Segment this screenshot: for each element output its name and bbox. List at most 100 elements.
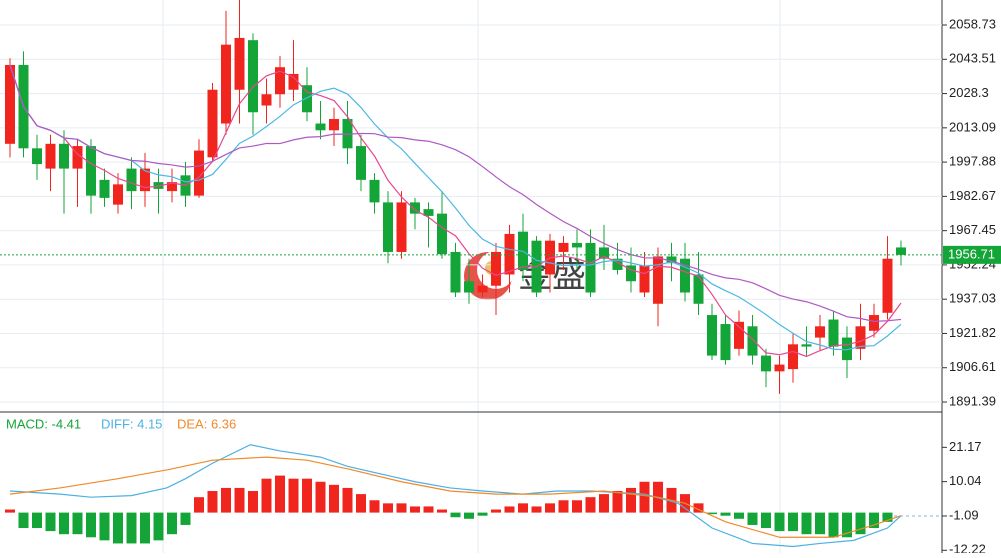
candle-body xyxy=(32,148,42,165)
y-tick-label: 2013.09 xyxy=(949,119,996,134)
candle-body xyxy=(383,202,393,252)
candle-body xyxy=(288,73,299,90)
y-tick-label: 1906.61 xyxy=(949,359,996,374)
macd-bar xyxy=(531,506,542,513)
candle-body xyxy=(504,233,515,275)
candle-body xyxy=(450,251,461,293)
macd-bar xyxy=(59,512,69,535)
macd-bar xyxy=(221,487,231,513)
y-tick-label: 2058.73 xyxy=(949,16,996,31)
macd-bar xyxy=(45,512,56,532)
candle-body xyxy=(801,344,812,347)
candle-body xyxy=(815,326,825,338)
candle-body xyxy=(882,258,893,313)
candle-body xyxy=(234,37,245,90)
candle-body xyxy=(612,258,623,270)
macd-bar xyxy=(599,494,609,513)
macd-bar xyxy=(207,491,218,513)
macd-bar xyxy=(32,512,42,529)
candle-body xyxy=(653,256,663,304)
candle-body xyxy=(572,242,582,248)
candle-body xyxy=(437,213,447,255)
macd-bar xyxy=(288,478,299,513)
ma-line xyxy=(9,64,902,322)
macd-bar xyxy=(72,512,83,535)
candle-body xyxy=(302,85,312,113)
candle-body xyxy=(896,247,906,255)
candle-body xyxy=(369,179,380,203)
macd-bar xyxy=(302,478,312,513)
last-price-label: 1956.71 xyxy=(948,246,995,261)
candle-body xyxy=(261,94,272,106)
macd-bar xyxy=(801,512,812,535)
macd-bar xyxy=(153,512,164,541)
macd-bar xyxy=(504,506,515,513)
macd-bar xyxy=(369,500,380,513)
macd-bar xyxy=(5,509,15,513)
macd-bar xyxy=(342,487,353,513)
legend-diff: DIFF: 4.15 xyxy=(101,416,162,431)
candle-body xyxy=(626,265,636,282)
macd-bar xyxy=(464,512,474,519)
macd-bar xyxy=(545,503,555,513)
macd-bar xyxy=(707,512,717,515)
candle-body xyxy=(140,168,150,192)
macd-bar xyxy=(869,512,879,529)
candle-body xyxy=(666,256,677,264)
y-tick-label: 2028.3 xyxy=(949,85,989,100)
candle-body xyxy=(558,242,569,252)
candle-body xyxy=(855,326,866,349)
macd-bar xyxy=(315,481,326,513)
y-tick-label: 1982.67 xyxy=(949,188,996,203)
macd-legend: MACD: -4.41 DIFF: 4.15 DEA: 6.36 xyxy=(6,416,236,431)
candle-body xyxy=(599,247,609,259)
macd-tick-label: -12.22 xyxy=(949,542,986,553)
candle-body xyxy=(639,265,650,293)
macd-bar xyxy=(734,512,744,519)
macd-bar xyxy=(558,500,569,513)
candle-body xyxy=(477,285,488,293)
ma-line xyxy=(9,64,902,358)
last-price-box xyxy=(943,245,1001,264)
macd-bar xyxy=(383,503,393,513)
candle-body xyxy=(167,182,177,192)
y-tick-label: 2043.51 xyxy=(949,51,996,66)
macd-bar xyxy=(180,512,191,525)
macd-bar xyxy=(828,512,839,538)
macd-bar xyxy=(140,512,150,544)
macd-bar xyxy=(518,503,528,513)
candle-body xyxy=(720,324,731,361)
macd-bar xyxy=(167,512,177,535)
macd-bar xyxy=(18,512,29,529)
macd-bar xyxy=(491,509,501,513)
y-tick-label: 1937.03 xyxy=(949,291,996,306)
candle-body xyxy=(585,242,596,293)
candle-body xyxy=(59,143,69,169)
y-tick-label: 1891.39 xyxy=(949,393,996,408)
macd-tick-label: 21.17 xyxy=(949,439,982,454)
candle-body xyxy=(842,337,852,361)
candle-body xyxy=(153,182,164,189)
macd-bar xyxy=(437,509,447,513)
macd-bar xyxy=(788,512,798,532)
candle-body xyxy=(86,146,96,196)
candle-body xyxy=(248,40,258,113)
macd-bar xyxy=(423,506,434,513)
macd-bar xyxy=(275,475,285,513)
macd-tick-label: 10.04 xyxy=(949,473,982,488)
y-tick-label: 1967.45 xyxy=(949,222,996,237)
candle-body xyxy=(72,146,83,169)
macd-bar xyxy=(842,512,852,538)
ma-line xyxy=(9,64,902,351)
macd-bar xyxy=(477,512,488,516)
candle-body xyxy=(680,258,690,293)
macd-bar xyxy=(626,487,636,513)
macd-bar xyxy=(639,481,650,513)
macd-bar xyxy=(761,512,771,529)
candle-body xyxy=(315,123,326,131)
candle-body xyxy=(693,274,704,304)
candle-body xyxy=(113,184,123,205)
candle-body xyxy=(747,326,758,356)
candle-body xyxy=(491,251,501,286)
